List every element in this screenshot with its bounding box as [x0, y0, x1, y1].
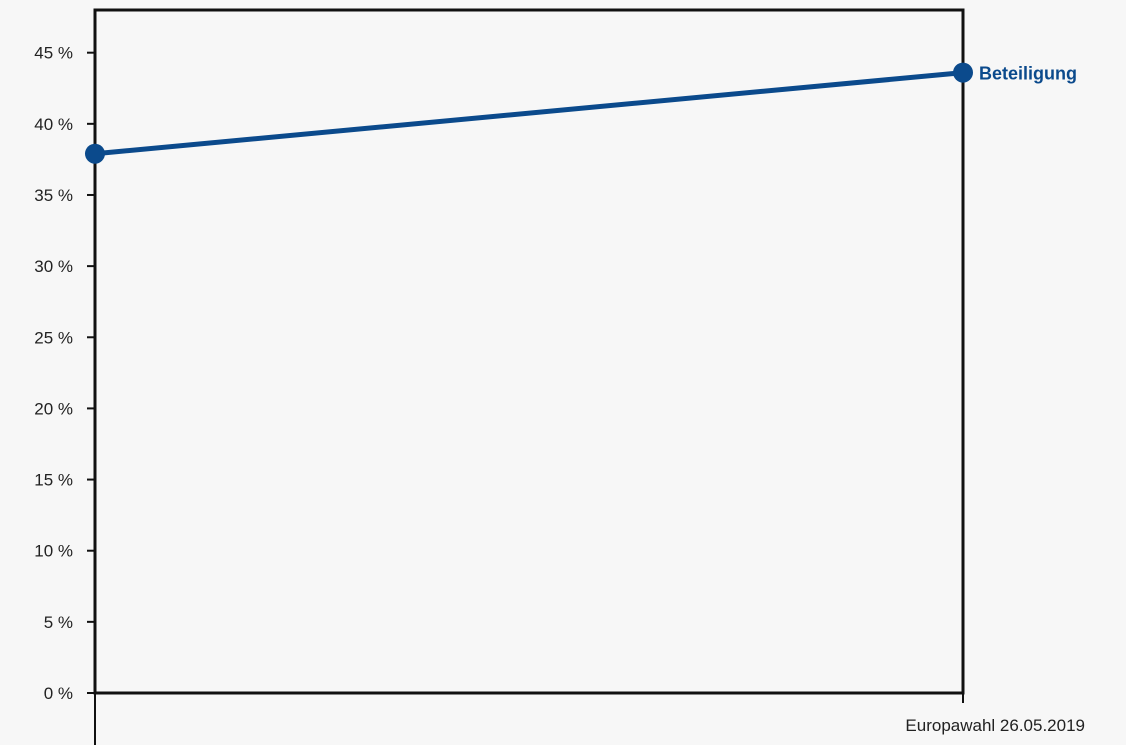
y-tick-label: 15 %: [34, 471, 73, 490]
x-axis: Europawahl 26.05.2019: [94, 693, 1085, 745]
series-layer: Beteiligung: [85, 62, 1077, 164]
y-tick-label: 5 %: [44, 613, 73, 632]
data-point[interactable]: [953, 62, 973, 83]
y-tick-label: 20 %: [34, 399, 73, 418]
y-tick-label: 35 %: [34, 186, 73, 205]
y-tick-label: 30 %: [34, 257, 73, 276]
y-tick-label: 45 %: [34, 44, 73, 63]
y-tick-label: 10 %: [34, 542, 73, 561]
y-tick-label: 25 %: [34, 328, 73, 347]
y-tick-label: 40 %: [34, 115, 73, 134]
plot-area: [93, 8, 965, 695]
series-label: Beteiligung: [979, 64, 1077, 84]
series-line: [94, 70, 964, 157]
y-tick-label: 0 %: [44, 684, 73, 703]
y-axis: 0 % 5 % 10 % 15 % 20 % 25 % 30 % 35 % 40 % 45 %: [34, 44, 95, 703]
x-tick-label: Europawahl 26.05.2019: [905, 716, 1085, 735]
data-point[interactable]: [85, 143, 105, 164]
